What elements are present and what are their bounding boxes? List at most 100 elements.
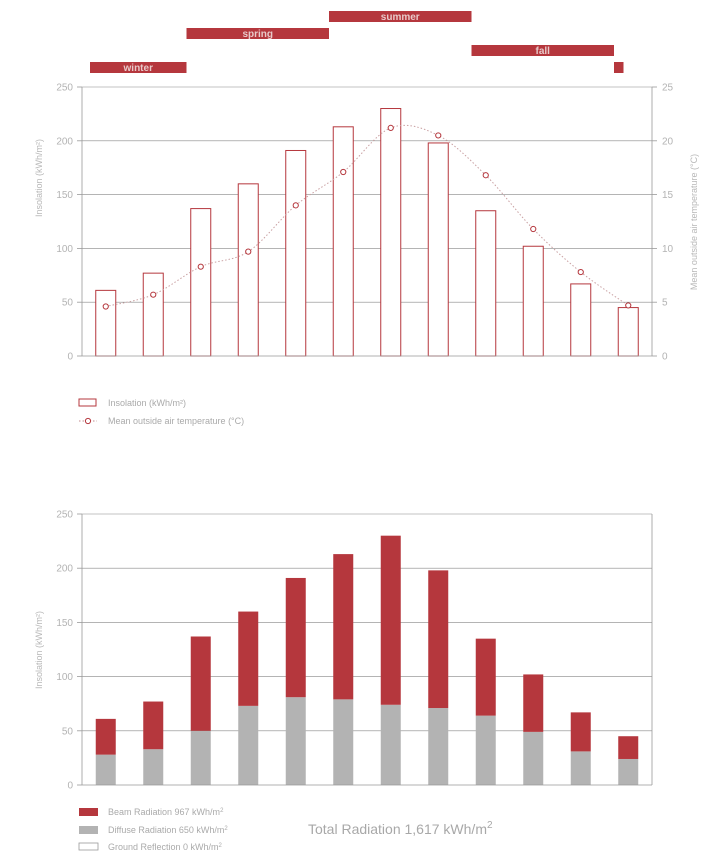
season-label: spring [242,29,273,40]
y2-tick-label: 0 [662,352,668,363]
diffuse-bar [523,731,544,785]
insolation-bar [142,272,164,357]
temperature-point [340,168,347,176]
diffuse-bar [380,704,401,785]
stacked-bar-series [95,535,639,785]
legend: Insolation (kWh/m²) Mean outside air tem… [78,398,244,426]
diffuse-bar [570,751,591,785]
y-tick-label: 200 [56,136,73,147]
y-tick-label: 200 [56,564,73,575]
y-tick-label: 100 [56,672,73,683]
legend-label-ground: Ground Reflection 0 kWh/m2 [108,842,223,852]
legend-label-temperature: Mean outside air temperature (°C) [108,416,244,426]
temperature-point [530,225,537,233]
y-tick-label: 100 [56,244,73,255]
temperature-point [292,202,299,209]
y2-axis-label: Mean outside air temperature (°C) [689,154,699,290]
legend-label-diffuse: Diffuse Radiation 650 kWh/m2 [108,825,228,835]
beam-bar [618,736,639,759]
insolation-bar [285,149,307,357]
temperature-line [105,124,629,307]
y2-tick-label: 10 [662,244,674,255]
y2-tick-label: 20 [662,136,674,147]
y-axis-label: Insolation (kWh/m²) [34,139,44,217]
season-bar [329,11,472,22]
legend-swatch-insolation [78,398,97,407]
insolation-bar [570,283,592,357]
season-band: winter spring summer fall [90,11,624,74]
legend-swatch-temperature-marker [84,417,92,425]
insolation-bar [190,208,212,357]
diffuse-bar [143,749,164,785]
insolation-bar [522,245,544,357]
insolation-bar [380,108,402,357]
y-tick-label: 0 [67,781,73,792]
beam-bar [238,611,259,706]
y-tick-label: 50 [62,726,74,737]
y-axis-label: Insolation (kWh/m²) [34,611,44,689]
insolation-bar [617,307,639,357]
chart-radiation-components: 0 50 100 150 200 250 Insolation (kWh/m²) Beam… [34,510,653,852]
temperature-point [150,291,157,298]
beam-bar [143,701,164,750]
diffuse-bar [95,754,116,785]
y-tick-label: 150 [56,618,73,629]
diffuse-bar [428,708,449,785]
bar-series [95,108,639,357]
diffuse-bar [333,699,354,785]
temperature-point [387,124,394,131]
y-tick-label: 50 [62,298,74,309]
season-bar [90,62,187,73]
beam-bar [190,636,211,731]
diffuse-bar [190,730,211,785]
temperature-point [197,263,204,270]
temperature-point [625,302,632,309]
season-label: winter [123,63,154,74]
insolation-bar [95,289,117,357]
beam-bar [333,554,354,700]
beam-bar [380,535,401,705]
legend-label-beam: Beam Radiation 967 kWh/m2 [108,807,224,817]
season-label: fall [536,46,551,57]
season-bar [471,45,614,56]
legend: Beam Radiation 967 kWh/m2 Diffuse Radiat… [78,807,228,852]
insolation-bar [332,126,354,357]
season-label: summer [381,12,420,23]
total-radiation-label: Total Radiation 1,617 kWh/m2 [308,820,493,837]
y2-tick-label: 15 [662,190,674,201]
insolation-bar [237,183,259,357]
temperature-point [245,248,252,255]
y-tick-label: 250 [56,510,73,521]
diffuse-bar [618,758,639,785]
beam-bar [285,577,306,698]
grid-lines [82,86,652,303]
chart-insolation-temperature: 0 50 100 150 200 250 0 5 10 15 20 25 Insolation (kW… [34,83,699,427]
insolation-bar [475,210,497,357]
axes: 0 50 100 150 200 250 [56,510,653,792]
season-bar [614,62,624,73]
diffuse-bar [238,705,259,785]
temperature-point [577,268,584,276]
beam-bar [523,674,544,732]
beam-bar [570,712,591,752]
y-tick-label: 150 [56,190,73,201]
temperature-series [102,124,632,310]
legend-swatch-beam [79,808,98,816]
legend-swatch-diffuse [79,826,98,834]
temperature-point [102,303,109,310]
legend-label-insolation: Insolation (kWh/m²) [108,398,186,408]
diffuse-bar [475,715,496,785]
insolation-bar [427,142,449,357]
y-tick-label: 0 [67,352,73,363]
season-bar [186,28,329,39]
grid-lines [82,513,652,732]
diffuse-bar [285,697,306,785]
temperature-point [482,172,489,179]
beam-bar [95,718,116,755]
temperature-point [435,132,442,139]
beam-bar [475,638,496,716]
y-tick-label: 250 [56,83,73,94]
axes: 0 50 100 150 200 250 0 5 10 15 20 25 [56,83,673,363]
y2-tick-label: 25 [662,83,674,94]
